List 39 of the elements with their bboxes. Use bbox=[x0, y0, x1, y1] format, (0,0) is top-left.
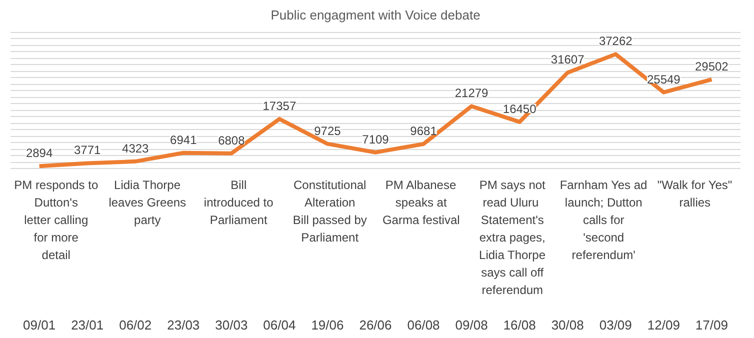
data-label: 37262 bbox=[598, 34, 633, 48]
x-tick-label: 19/06 bbox=[311, 318, 344, 332]
data-label: 9681 bbox=[410, 124, 438, 138]
text: Constitutional Alteration Bill passed by Parliament bbox=[292, 178, 367, 245]
x-tick-label: 26/06 bbox=[359, 318, 392, 332]
x-tick-label: 09/08 bbox=[455, 318, 488, 332]
text: PM Albanese speaks at Garma festival bbox=[382, 178, 460, 228]
x-tick-label: 17/09 bbox=[695, 318, 728, 332]
x-tick-label: 06/02 bbox=[119, 318, 152, 332]
text: Farnham Yes ad launch; Dutton calls for 'second referendum' bbox=[560, 178, 648, 262]
data-label: 17357 bbox=[262, 98, 296, 113]
data-label: 6808 bbox=[218, 133, 246, 148]
text: Lidia Thorpe leaves Greens party bbox=[108, 178, 186, 228]
data-label: 7109 bbox=[362, 132, 390, 146]
data-label: 4323 bbox=[122, 141, 150, 156]
data-label: 21279 bbox=[454, 86, 489, 100]
data-label: 29502 bbox=[695, 59, 729, 74]
x-tick-label: 06/04 bbox=[263, 318, 296, 332]
data-label: 9725 bbox=[314, 124, 342, 138]
x-tick-label: 23/01 bbox=[71, 318, 104, 332]
data-label: 16450 bbox=[502, 102, 537, 116]
x-tick-label: 06/08 bbox=[407, 318, 440, 332]
x-tick-label: 12/09 bbox=[647, 318, 680, 332]
x-tick-label: 30/08 bbox=[551, 318, 584, 332]
data-label: 31607 bbox=[550, 52, 585, 67]
x-tick-label: 09/01 bbox=[23, 318, 56, 332]
data-label: 2894 bbox=[26, 146, 53, 160]
text: Bill introduced to Parliament bbox=[204, 178, 274, 228]
x-tick-label: 16/08 bbox=[503, 318, 536, 332]
x-tick-label: 30/03 bbox=[215, 318, 248, 332]
x-tick-label: 23/03 bbox=[167, 318, 200, 332]
text: PM responds to Dutton's letter calling for more detail bbox=[14, 178, 98, 262]
data-label: 25549 bbox=[646, 72, 681, 86]
chart-title: Public engagment with Voice debate bbox=[270, 8, 480, 22]
data-label: 6941 bbox=[170, 132, 198, 147]
x-tick-label: 03/09 bbox=[599, 318, 632, 332]
data-label: 3771 bbox=[74, 143, 102, 158]
text: PM says not read Uluru Statement's extra pages, Lidia Thorpe says call off referendum bbox=[479, 178, 546, 298]
text: "Walk for Yes" rallies bbox=[657, 178, 732, 210]
